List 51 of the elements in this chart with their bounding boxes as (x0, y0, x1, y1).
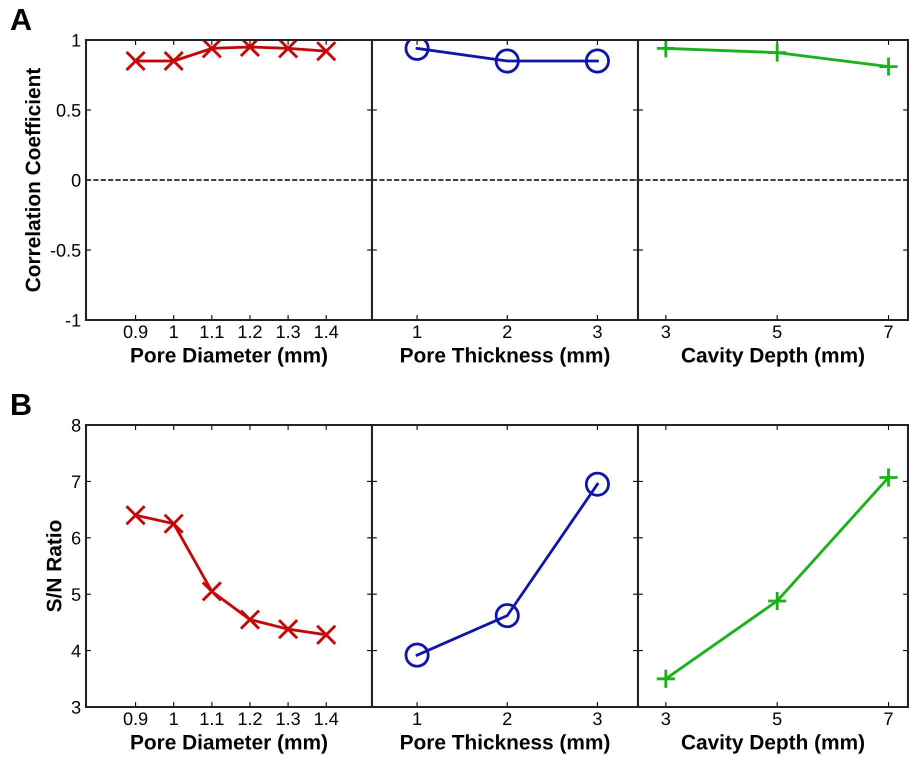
y-tick-label: 5 (72, 588, 80, 601)
text: B (12, 394, 31, 415)
y-axis-title: Correlation Coefficient (25, 68, 40, 292)
x-tick-label: 7 (884, 326, 893, 338)
x-tick-label: 5 (772, 326, 782, 338)
x-tick-label: 0.9 (124, 712, 148, 726)
point (240, 609, 260, 630)
x-tick-label: 5 (772, 712, 782, 726)
x-tick-label: 2 (503, 325, 512, 338)
x-tick-label: 7 (884, 712, 893, 725)
x-tick-label: 1 (413, 712, 422, 725)
y-tick-label: -0.5 (50, 244, 80, 257)
y-tick-label: 3 (72, 700, 80, 714)
point (316, 624, 337, 646)
y-tick-label: 0.5 (56, 104, 80, 117)
x-tick-label: 1.3 (276, 712, 300, 726)
point (163, 513, 184, 534)
point (278, 618, 299, 640)
x-tick-label: 1.2 (238, 325, 262, 338)
text: A (10, 8, 32, 30)
y-tick-label: -1 (66, 314, 80, 327)
x-tick-label: 2 (503, 712, 512, 725)
x-axis-title: Cavity Depth (mm) (682, 347, 864, 367)
x-tick-label: 1.3 (276, 325, 300, 338)
y-tick-label: 8 (72, 418, 80, 432)
x-tick-label: 1 (170, 326, 178, 338)
x-tick-label: 1.1 (200, 712, 224, 725)
x-axis-title: Pore Thickness (mm) (401, 347, 610, 367)
x-tick-label: 1.4 (315, 712, 338, 725)
y-tick-label: 1 (72, 34, 80, 47)
y-tick-label: 0 (72, 174, 80, 187)
x-tick-label: 1 (413, 326, 422, 338)
x-axis-title: Pore Thickness (mm) (401, 734, 610, 754)
x-tick-label: 3 (593, 712, 602, 726)
x-tick-label: 3 (593, 325, 602, 338)
x-tick-label: 1.1 (200, 326, 224, 338)
y-tick-label: 6 (72, 532, 80, 545)
x-tick-label: 0.9 (124, 325, 148, 338)
x-tick-label: 1 (170, 712, 178, 725)
y-tick-label: 7 (72, 476, 80, 488)
y-tick-label: 4 (72, 644, 81, 658)
point (201, 580, 222, 602)
point (125, 504, 146, 526)
x-tick-label: 1.2 (238, 712, 262, 725)
x-tick-label: 3 (662, 325, 670, 338)
x-axis-title: Pore Diameter (mm) (131, 347, 327, 367)
x-axis-title: Pore Diameter (mm) (131, 734, 327, 754)
y-axis-title: S/N Ratio (46, 520, 62, 612)
x-axis-title: Cavity Depth (mm) (682, 734, 864, 754)
x-tick-label: 1.4 (315, 326, 338, 338)
x-tick-label: 3 (662, 712, 670, 726)
